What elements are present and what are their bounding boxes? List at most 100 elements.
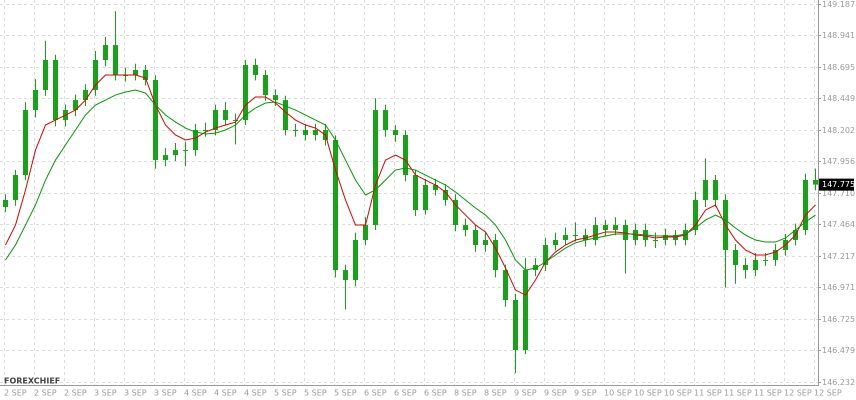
- x-tick-label: 5 SEP: [274, 389, 297, 398]
- candle-body: [143, 70, 148, 80]
- candle-body: [163, 155, 168, 161]
- candle-body: [153, 79, 158, 161]
- x-tick-label: 11 SEP: [724, 389, 752, 398]
- x-tick-label: 5 SEP: [334, 389, 357, 398]
- x-tick-label: 8 SEP: [484, 389, 507, 398]
- x-tick-label: 2 SEP: [4, 389, 27, 398]
- candle-body: [753, 259, 758, 271]
- candle-body: [33, 89, 38, 111]
- candle-body: [213, 110, 218, 130]
- candle-body: [313, 130, 318, 135]
- x-tick-label: 4 SEP: [184, 389, 207, 398]
- candle-body: [763, 259, 768, 261]
- y-tick-label: 146.479: [822, 346, 855, 355]
- candle-body: [373, 110, 378, 226]
- candle-body: [483, 240, 488, 245]
- candle-body: [443, 189, 448, 200]
- y-tick-label: 149.187: [822, 0, 855, 9]
- candle-body: [523, 270, 528, 351]
- candle-body: [343, 270, 348, 281]
- x-tick-label: 2 SEP: [64, 389, 87, 398]
- y-tick-label: 148.449: [822, 94, 855, 103]
- candle-body: [243, 65, 248, 121]
- candle-body: [303, 130, 308, 135]
- candle-body: [113, 45, 118, 75]
- candle-body: [253, 65, 258, 75]
- grid: [0, 0, 818, 385]
- current-price-label: 147.775: [822, 180, 855, 189]
- candle-body: [233, 120, 238, 122]
- candle-body: [693, 199, 698, 231]
- candle-body: [473, 230, 478, 245]
- candle-body: [413, 175, 418, 211]
- y-tick-label: 146.971: [822, 283, 855, 292]
- candle-body: [663, 235, 668, 241]
- candle-body: [13, 175, 18, 200]
- moving-average: [5, 74, 816, 296]
- x-tick-label: 9 SEP: [574, 389, 597, 398]
- candle-body: [283, 100, 288, 130]
- x-tick-label: 3 SEP: [94, 389, 117, 398]
- candle-body: [423, 185, 428, 211]
- candle-body: [773, 249, 778, 260]
- x-tick-label: 11 SEP: [754, 389, 782, 398]
- y-tick-label: 146.725: [822, 315, 855, 324]
- candle-body: [703, 180, 708, 200]
- x-tick-label: 2 SEP: [34, 389, 57, 398]
- x-tick-label: 3 SEP: [124, 389, 147, 398]
- candle-body: [553, 240, 558, 245]
- x-tick-label: 6 SEP: [364, 389, 387, 398]
- x-tick-label: 9 SEP: [544, 389, 567, 398]
- candle-body: [383, 110, 388, 130]
- candle-body: [43, 60, 48, 90]
- y-tick-label: 147.464: [822, 220, 855, 229]
- candle-body: [593, 225, 598, 241]
- candle-body: [23, 110, 28, 176]
- y-tick-label: 147.710: [822, 189, 855, 198]
- candle-body: [613, 225, 618, 231]
- candle-body: [263, 74, 268, 96]
- candle-body: [743, 264, 748, 271]
- watermark: FOREXCHIEF: [4, 377, 60, 386]
- candle-body: [433, 185, 438, 190]
- candle-body: [573, 235, 578, 237]
- x-tick-label: 10 SEP: [634, 389, 662, 398]
- candle-body: [333, 139, 338, 271]
- candle-body: [363, 225, 368, 241]
- y-tick-label: 146.232: [822, 378, 855, 387]
- candle-body: [3, 199, 8, 208]
- candle-body: [183, 150, 188, 152]
- candle-body: [293, 130, 298, 131]
- candle-body: [173, 150, 178, 156]
- x-tick-label: 6 SEP: [424, 389, 447, 398]
- candle-body: [503, 270, 508, 301]
- candle-body: [223, 110, 228, 121]
- x-tick-label: 6 SEP: [394, 389, 417, 398]
- candle-body: [103, 45, 108, 61]
- x-tick-label: 5 SEP: [304, 389, 327, 398]
- y-tick-label: 148.695: [822, 63, 855, 72]
- x-tick-label: 10 SEP: [664, 389, 692, 398]
- x-tick-label: 12 SEP: [784, 389, 812, 398]
- candle-body: [803, 180, 808, 231]
- x-tick-label: 9 SEP: [514, 389, 537, 398]
- x-tick-label: 11 SEP: [694, 389, 722, 398]
- candle-body: [203, 130, 208, 131]
- candle-body: [453, 199, 458, 226]
- candle-body: [673, 235, 678, 241]
- candle-body: [513, 300, 518, 351]
- x-tick-label: 4 SEP: [214, 389, 237, 398]
- y-tick-label: 147.217: [822, 252, 855, 261]
- candle-body: [493, 240, 498, 271]
- candle-body: [133, 70, 138, 75]
- x-tick-label: 10 SEP: [604, 389, 632, 398]
- x-tick-label: 4 SEP: [244, 389, 267, 398]
- candle-body: [83, 89, 88, 101]
- candle-body: [53, 60, 58, 121]
- candle-body: [93, 60, 98, 90]
- y-tick-label: 147.956: [822, 157, 855, 166]
- candle-body: [393, 130, 398, 135]
- x-tick-label: 12 SEP: [814, 389, 842, 398]
- x-tick-label: 8 SEP: [454, 389, 477, 398]
